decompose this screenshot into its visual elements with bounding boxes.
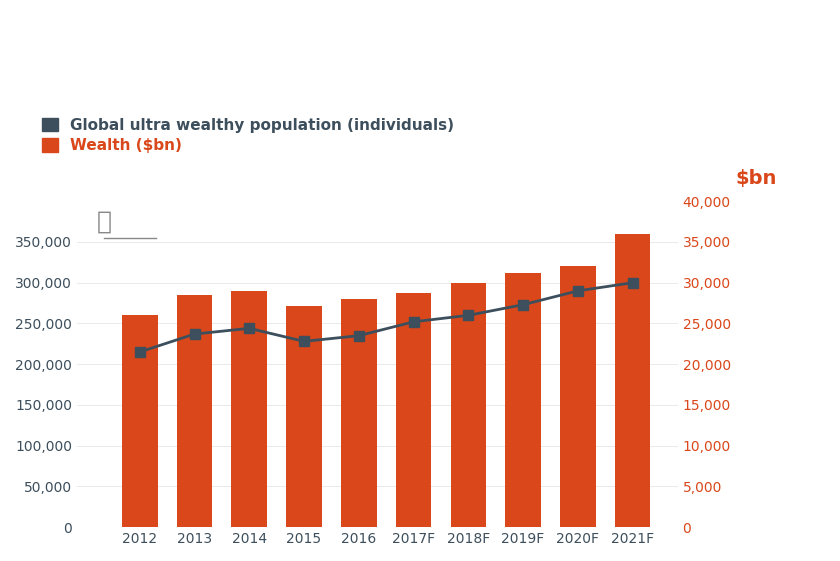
Text: $bn: $bn <box>735 169 776 188</box>
Bar <box>286 306 322 527</box>
Bar <box>232 291 267 527</box>
Text: ⛹: ⛹ <box>97 210 112 233</box>
Bar <box>560 266 596 527</box>
Bar <box>450 283 486 527</box>
Bar <box>122 315 158 527</box>
Bar <box>506 273 541 527</box>
Bar <box>341 299 376 527</box>
Legend: Global ultra wealthy population (individuals), Wealth ($bn): Global ultra wealthy population (individ… <box>43 118 454 153</box>
Bar <box>615 234 650 527</box>
Bar <box>176 295 213 527</box>
Bar <box>396 293 432 527</box>
